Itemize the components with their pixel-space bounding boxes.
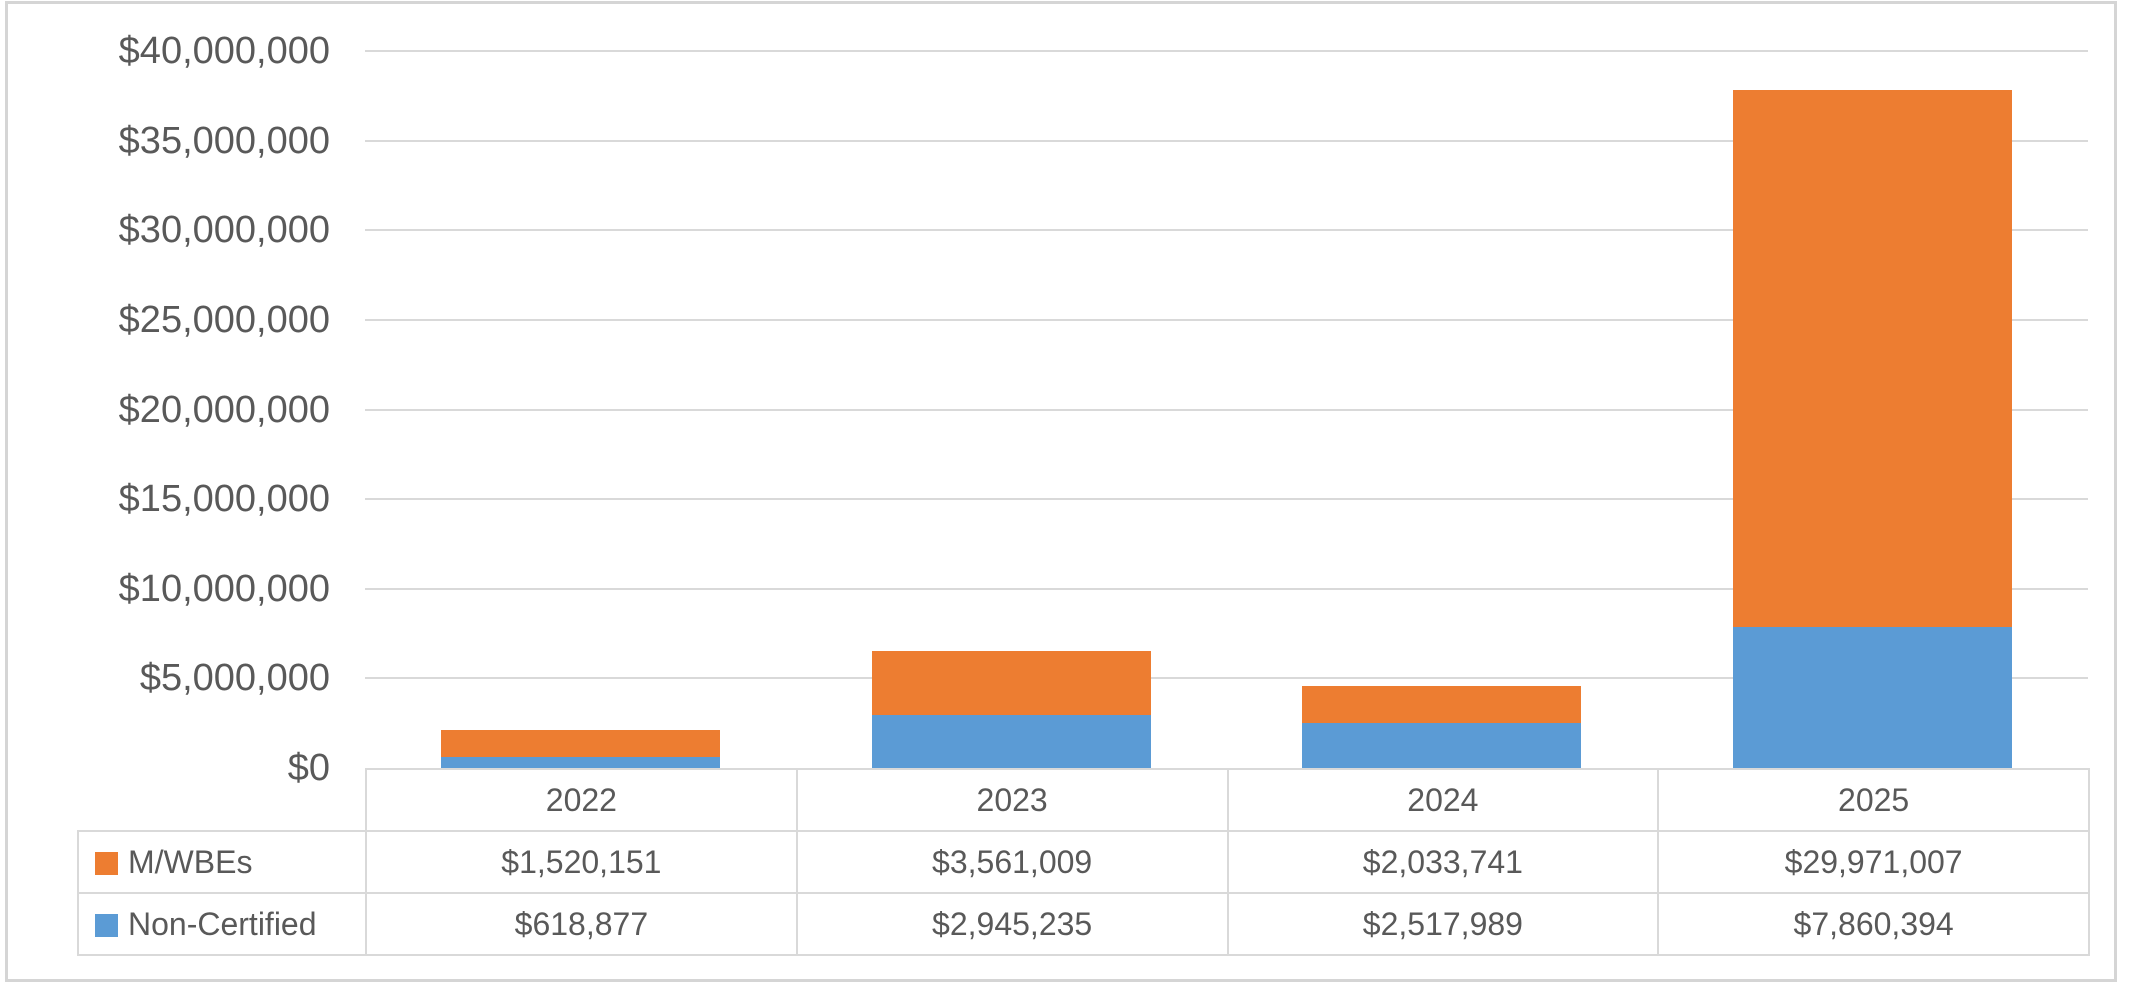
y-axis-tick-label: $25,000,000 (118, 298, 330, 341)
y-axis-tick-label: $5,000,000 (139, 657, 330, 700)
bar-segment-mwbe (1733, 89, 2013, 628)
legend-key-swatch-icon (95, 851, 118, 875)
bar-segment-non-certified (1733, 627, 2013, 768)
category-header-cell: 2025 (1657, 768, 2090, 832)
legend-key-swatch-icon (95, 913, 118, 937)
bar-segment-non-certified (1302, 722, 1582, 768)
gridline (365, 50, 2088, 52)
gridline (365, 677, 2088, 680)
series-name-label: M/WBEs (128, 843, 253, 880)
gridline (365, 229, 2088, 232)
value-cell: $1,520,151 (365, 830, 798, 894)
bar-segment-mwbe (1302, 686, 1582, 723)
table-corner-blank (78, 769, 366, 831)
y-axis-tick-label: $0 (287, 747, 330, 789)
bar-segment-mwbe (871, 651, 1151, 716)
value-cell: $2,033,741 (1226, 830, 1660, 894)
value-cell: $618,877 (365, 892, 798, 956)
table-header-row: 2022 2023 2024 2025 (78, 768, 2090, 832)
gridline (365, 408, 2088, 411)
bar-segment-non-certified (871, 715, 1151, 768)
table-series-row: M/WBEs $1,520,151 $3,561,009 $2,033,741 $29,… (77, 830, 2090, 894)
series-name-label: Non-Certified (128, 905, 317, 942)
legend-cell: Non-Certified (77, 892, 367, 956)
y-axis-tick-label: $20,000,000 (118, 388, 330, 431)
value-cell: $3,561,009 (795, 830, 1229, 894)
gridline (365, 139, 2088, 142)
y-axis-tick-label: $35,000,000 (118, 119, 330, 162)
legend-cell: M/WBEs (77, 830, 367, 894)
chart-frame-border (5, 1, 2117, 982)
y-axis-tick-label: $10,000,000 (118, 567, 330, 610)
gridline (365, 318, 2088, 321)
value-cell: $2,517,989 (1226, 892, 1660, 956)
value-cell: $7,860,394 (1657, 892, 2090, 956)
gridline (365, 498, 2088, 501)
y-axis-tick-label: $30,000,000 (118, 209, 330, 252)
table-series-row: Non-Certified $618,877 $2,945,235 $2,517,98… (77, 892, 2090, 956)
category-header-cell: 2022 (365, 768, 798, 832)
category-header-cell: 2024 (1226, 768, 1660, 832)
y-axis-tick-label: $40,000,000 (118, 30, 330, 72)
y-axis-tick-label: $15,000,000 (118, 478, 330, 521)
category-header-cell: 2023 (795, 768, 1229, 832)
bar-segment-non-certified (440, 756, 720, 768)
value-cell: $2,945,235 (795, 892, 1229, 956)
bar-segment-mwbe (440, 729, 720, 757)
chart-data-table: 2022 2023 2024 2025 M/WBEs $1,520,151 $3,561,0… (77, 768, 2090, 956)
value-cell: $29,971,007 (1657, 830, 2090, 894)
gridline (365, 587, 2088, 590)
